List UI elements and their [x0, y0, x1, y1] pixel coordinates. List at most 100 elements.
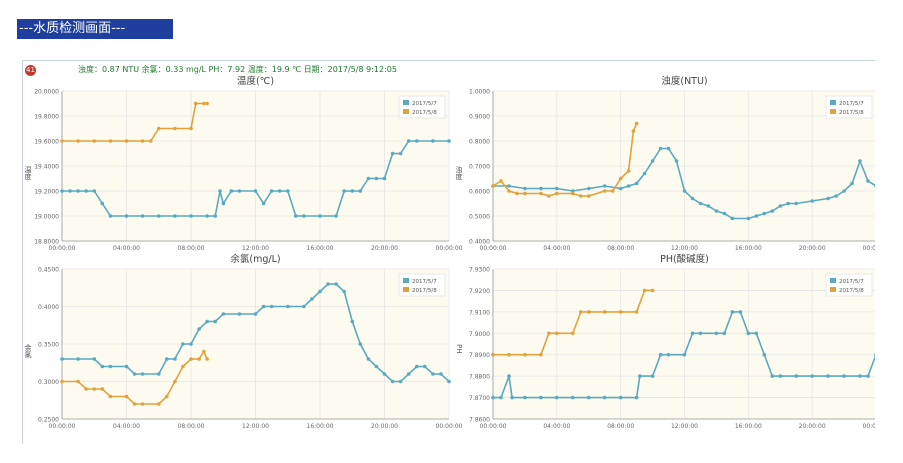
data-point — [165, 357, 169, 361]
data-point — [634, 395, 639, 400]
x-tick-label: 20:00:00 — [799, 423, 826, 430]
data-point — [334, 214, 338, 218]
data-point — [398, 151, 403, 156]
y-tick-label: 18.8000 — [34, 239, 59, 246]
legend-label[interactable]: 2017/5/7 — [839, 279, 864, 285]
data-point — [76, 139, 80, 143]
x-tick-label: 20:00:00 — [371, 245, 398, 252]
data-point — [778, 374, 783, 378]
legend-label[interactable]: 2017/5/8 — [412, 110, 437, 116]
y-tick-label: 19.0000 — [34, 214, 59, 221]
legend-label[interactable]: 2017/5/7 — [839, 101, 864, 107]
data-point — [68, 189, 72, 193]
y-tick-label: 0.6000 — [469, 189, 490, 196]
data-point — [318, 289, 322, 294]
data-point — [650, 159, 655, 163]
data-point — [286, 189, 290, 193]
data-point — [148, 139, 153, 143]
legend — [825, 273, 873, 297]
y-tick-label: 19.2000 — [34, 189, 59, 196]
data-point — [350, 319, 355, 324]
data-point — [253, 189, 258, 193]
data-point — [390, 151, 395, 156]
data-point — [810, 199, 814, 203]
legend-swatch — [830, 278, 836, 283]
data-point — [269, 304, 274, 309]
legend-label[interactable]: 2017/5/7 — [412, 101, 437, 107]
x-tick-label: 00:00:00 — [480, 245, 507, 252]
data-point — [826, 196, 830, 201]
data-point — [173, 357, 177, 361]
data-point — [602, 189, 607, 193]
chart-title: 余氯(mg/L) — [230, 253, 280, 265]
status-row: 41 浊度：0.87 NTU 余氯：0.33 mg/L PH：7.92 温度：1… — [23, 63, 723, 77]
data-point — [140, 214, 145, 218]
x-tick-label: 12:00:00 — [671, 245, 698, 252]
x-tick-label: 12:00:00 — [242, 423, 269, 430]
x-tick-label: 00:00:00 — [436, 245, 463, 252]
data-point — [382, 176, 387, 181]
data-point — [746, 331, 751, 336]
legend-label[interactable]: 2017/5/7 — [412, 279, 437, 285]
data-point — [499, 179, 503, 183]
x-tick-label: 12:00:00 — [242, 245, 269, 252]
data-point — [571, 331, 575, 336]
data-point — [722, 331, 727, 336]
legend-label[interactable]: 2017/5/8 — [839, 288, 864, 294]
data-point — [698, 201, 703, 206]
data-point — [140, 139, 145, 143]
data-point — [294, 214, 298, 218]
data-point — [92, 357, 97, 361]
data-point — [650, 288, 655, 293]
data-point — [124, 364, 129, 369]
data-point — [423, 364, 427, 369]
data-point — [415, 364, 419, 369]
data-point — [754, 331, 759, 336]
data-point — [205, 319, 209, 324]
data-point — [173, 379, 177, 384]
data-point — [194, 101, 198, 106]
data-point — [618, 186, 623, 191]
data-point — [666, 352, 671, 357]
data-point — [762, 211, 767, 216]
data-point — [762, 352, 767, 357]
data-point — [181, 364, 185, 369]
data-point — [523, 186, 527, 191]
data-point — [850, 181, 854, 186]
data-point — [555, 191, 559, 196]
data-point — [714, 209, 719, 213]
data-point — [674, 159, 679, 163]
data-point — [491, 184, 495, 188]
data-point — [706, 204, 711, 208]
data-point — [515, 191, 519, 196]
data-point — [547, 194, 551, 198]
data-point — [634, 121, 639, 126]
data-point — [302, 214, 306, 218]
x-tick-label: 08:00:00 — [607, 423, 634, 430]
data-point — [730, 310, 735, 314]
legend-label[interactable]: 2017/5/8 — [839, 110, 864, 116]
data-point — [124, 214, 129, 218]
data-point — [237, 189, 242, 193]
y-tick-label: 19.6000 — [34, 139, 59, 146]
data-point — [579, 310, 583, 314]
data-point — [431, 139, 435, 143]
data-point — [810, 374, 814, 378]
y-tick-label: 0.3500 — [38, 342, 59, 349]
x-tick-label: 20:00:00 — [799, 245, 826, 252]
data-point — [638, 374, 642, 378]
chart-2: 浊度(NTU) 浊度 0.4000 0.5000 0.6000 0.7000 0.8000 0… — [455, 75, 875, 252]
legend-swatch — [830, 100, 836, 105]
data-point — [447, 139, 451, 143]
chart-title: 温度(℃) — [237, 75, 274, 87]
data-point — [587, 395, 591, 400]
data-point — [108, 139, 113, 143]
data-point — [858, 159, 862, 163]
data-point — [658, 146, 663, 151]
data-point — [92, 387, 97, 391]
data-point — [746, 216, 751, 221]
legend-label[interactable]: 2017/5/8 — [412, 288, 437, 294]
y-tick-label: 20.0000 — [34, 89, 59, 96]
x-tick-label: 08:00:00 — [178, 423, 205, 430]
x-tick-label: 00:00:00 — [863, 423, 875, 430]
